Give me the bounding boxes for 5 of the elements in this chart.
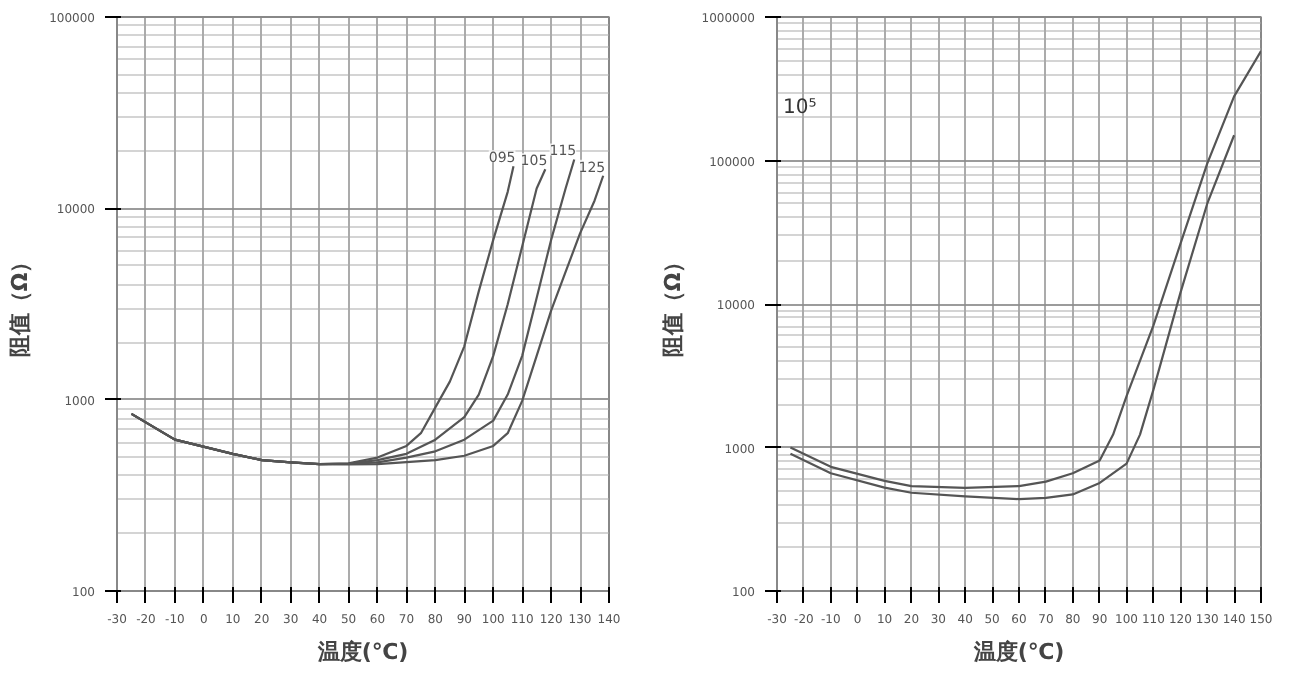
y-axis-title: 阻值（Ω） (659, 250, 686, 358)
y-axis-title: 阻值（Ω） (7, 250, 34, 358)
x-axis-title: 温度(℃) (971, 639, 1065, 665)
x-axis-title: 温度(℃) (315, 639, 409, 665)
annotation: 10⁵ (783, 97, 817, 119)
